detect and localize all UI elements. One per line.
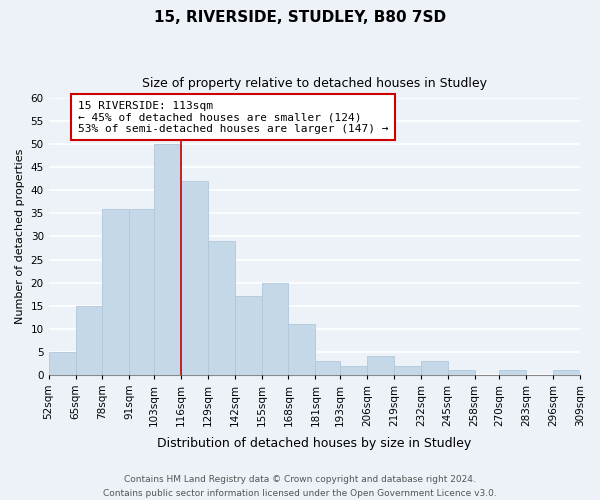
X-axis label: Distribution of detached houses by size in Studley: Distribution of detached houses by size … [157, 437, 472, 450]
Bar [448, 370, 475, 374]
Bar [316, 361, 340, 374]
Text: 15 RIVERSIDE: 113sqm
← 45% of detached houses are smaller (124)
53% of semi-deta: 15 RIVERSIDE: 113sqm ← 45% of detached h… [77, 100, 388, 134]
Bar [553, 370, 580, 374]
Y-axis label: Number of detached properties: Number of detached properties [15, 149, 25, 324]
Bar [499, 370, 526, 374]
Bar [129, 209, 154, 374]
Bar [340, 366, 367, 374]
Bar [76, 306, 103, 374]
Bar [394, 366, 421, 374]
Bar [367, 356, 394, 374]
Bar [235, 296, 262, 374]
Bar [49, 352, 76, 374]
Bar [181, 181, 208, 374]
Text: Contains HM Land Registry data © Crown copyright and database right 2024.
Contai: Contains HM Land Registry data © Crown c… [103, 476, 497, 498]
Bar [208, 241, 235, 374]
Bar [154, 144, 181, 374]
Text: 15, RIVERSIDE, STUDLEY, B80 7SD: 15, RIVERSIDE, STUDLEY, B80 7SD [154, 10, 446, 25]
Bar [289, 324, 316, 374]
Bar [421, 361, 448, 374]
Title: Size of property relative to detached houses in Studley: Size of property relative to detached ho… [142, 77, 487, 90]
Bar [262, 282, 289, 374]
Bar [103, 209, 129, 374]
